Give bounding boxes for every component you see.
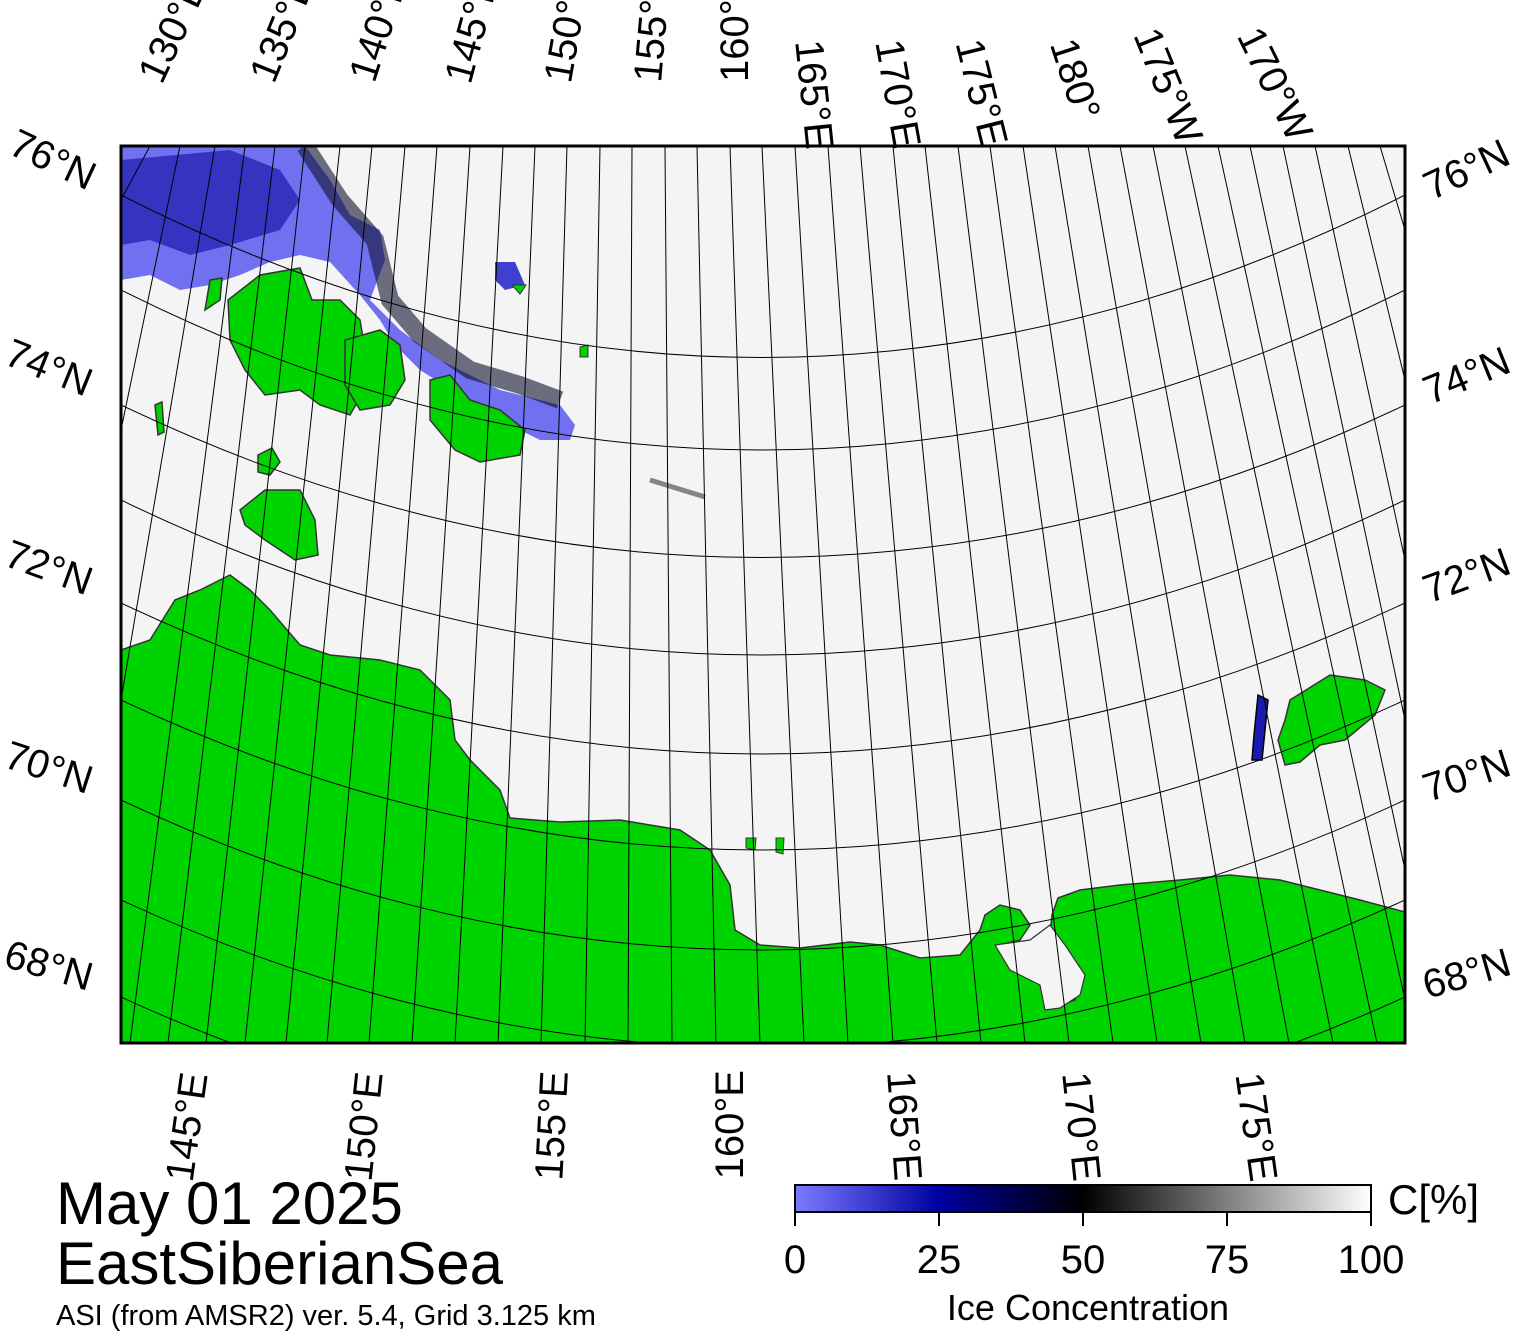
island-faddeyevsky <box>344 329 406 411</box>
colorbar-tick-label: 100 <box>1337 1238 1405 1282</box>
map-frame <box>119 144 1407 1045</box>
ice-edge-dark <box>297 146 564 409</box>
island-bear-islands-1 <box>745 837 757 851</box>
colorbar-tick-label: 25 <box>916 1238 962 1282</box>
island-belkovsky <box>203 277 223 312</box>
latitude-lines <box>121 194 1405 1043</box>
data-source: ASI (from AMSR2) ver. 5.4, Grid 3.125 km <box>56 1300 596 1332</box>
island-bear-islands-2 <box>775 837 785 855</box>
colorbar-ticks <box>794 1212 1372 1226</box>
island-maly-lyakhovsky <box>257 447 281 476</box>
polynya-wrangel <box>1251 693 1269 761</box>
colorbar-bar <box>794 1184 1372 1213</box>
ice-lead <box>649 477 706 500</box>
siberian-mainland <box>121 574 1405 1043</box>
map-date: May 01 2025 <box>56 1170 403 1237</box>
bottom-lon-label: 155°E <box>527 1069 577 1182</box>
top-lon-label: 165°E <box>786 37 842 152</box>
colorbar-tick-label: 75 <box>1204 1238 1250 1282</box>
polynya-small <box>495 262 525 290</box>
low-concentration-core <box>121 150 300 255</box>
bottom-lon-label: 165°E <box>878 1069 930 1183</box>
map-region: EastSiberianSea <box>56 1230 503 1297</box>
colorbar-unit: C[%] <box>1388 1176 1480 1223</box>
island-bear-islands-3 <box>579 344 589 358</box>
colorbar-tick-label: 0 <box>783 1238 807 1282</box>
top-lon-label: 155°E <box>626 0 680 84</box>
colorbar-title: Ice Concentration <box>946 1287 1230 1328</box>
top-lon-label: 160°E <box>713 0 757 82</box>
island-bennett <box>510 284 527 295</box>
longitude-lines <box>121 146 1405 1043</box>
island-stolbovoy <box>154 400 165 437</box>
colorbar-tick-label: 50 <box>1060 1238 1106 1282</box>
bottom-lon-label: 160°E <box>708 1070 752 1180</box>
bottom-lon-label: 150°E <box>336 1069 392 1184</box>
bottom-lon-label: 170°E <box>1053 1069 1109 1184</box>
